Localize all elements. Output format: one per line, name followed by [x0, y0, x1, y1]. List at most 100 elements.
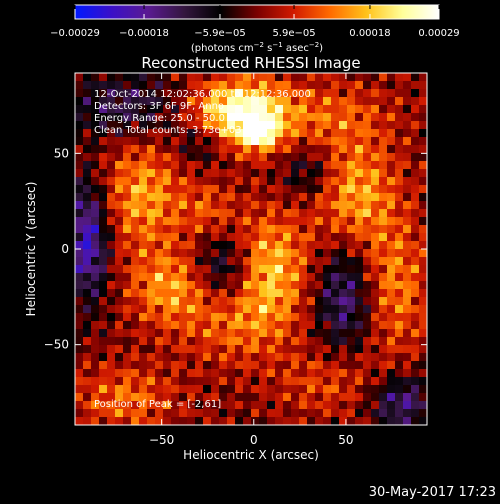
image-pixel — [235, 305, 244, 314]
image-pixel — [83, 329, 92, 338]
image-pixel — [171, 185, 180, 194]
image-pixel — [147, 329, 156, 338]
image-pixel — [259, 257, 268, 266]
image-pixel — [307, 121, 316, 130]
image-pixel — [395, 233, 404, 242]
image-pixel — [235, 289, 244, 298]
image-pixel — [131, 353, 140, 362]
image-pixel — [147, 113, 156, 122]
image-pixel — [123, 369, 132, 378]
image-pixel — [411, 225, 420, 234]
image-pixel — [123, 321, 132, 330]
image-pixel — [251, 217, 260, 226]
image-pixel — [107, 337, 116, 346]
image-pixel — [299, 193, 308, 202]
image-pixel — [91, 129, 100, 138]
image-pixel — [315, 345, 324, 354]
image-pixel — [403, 305, 412, 314]
image-pixel — [99, 89, 108, 98]
image-pixel — [83, 353, 92, 362]
image-pixel — [299, 113, 308, 122]
image-pixel — [411, 305, 420, 314]
x-axis-label: Heliocentric X (arcsec) — [183, 448, 319, 462]
image-pixel — [363, 417, 372, 425]
image-pixel — [371, 377, 380, 386]
image-pixel — [331, 137, 340, 146]
image-pixel — [379, 105, 388, 114]
image-pixel — [379, 337, 388, 346]
image-pixel — [195, 217, 204, 226]
image-pixel — [371, 337, 380, 346]
image-pixel — [179, 89, 188, 98]
image-pixel — [211, 385, 220, 394]
image-pixel — [195, 353, 204, 362]
image-pixel — [379, 289, 388, 298]
image-pixel — [259, 369, 268, 378]
image-pixel — [227, 329, 236, 338]
image-pixel — [315, 329, 324, 338]
image-pixel — [243, 313, 252, 322]
image-pixel — [339, 121, 348, 130]
image-pixel — [195, 241, 204, 250]
image-pixel — [307, 81, 316, 90]
image-pixel — [315, 273, 324, 282]
image-pixel — [371, 161, 380, 170]
image-pixel — [363, 265, 372, 274]
image-pixel — [267, 169, 276, 178]
image-pixel — [243, 129, 252, 138]
image-pixel — [419, 321, 427, 330]
image-pixel — [91, 177, 100, 186]
image-pixel — [355, 137, 364, 146]
image-pixel — [155, 217, 164, 226]
image-pixel — [171, 385, 180, 394]
image-pixel — [275, 273, 284, 282]
image-pixel — [355, 153, 364, 162]
image-pixel — [419, 249, 427, 258]
image-pixel — [227, 289, 236, 298]
image-pixel — [395, 105, 404, 114]
image-pixel — [323, 105, 332, 114]
image-pixel — [291, 113, 300, 122]
image-pixel — [211, 97, 220, 106]
image-pixel — [323, 369, 332, 378]
image-pixel — [395, 401, 404, 410]
image-pixel — [123, 401, 132, 410]
image-pixel — [195, 265, 204, 274]
image-pixel — [283, 177, 292, 186]
image-pixel — [259, 185, 268, 194]
image-pixel — [355, 201, 364, 210]
image-pixel — [347, 201, 356, 210]
image-pixel — [403, 273, 412, 282]
image-pixel — [195, 161, 204, 170]
image-pixel — [227, 89, 236, 98]
image-pixel — [139, 233, 148, 242]
image-pixel — [91, 225, 100, 234]
image-pixel — [187, 265, 196, 274]
y-tick-label: −50 — [44, 338, 69, 352]
image-pixel — [299, 217, 308, 226]
image-pixel — [299, 377, 308, 386]
image-pixel — [323, 129, 332, 138]
image-pixel — [411, 417, 420, 425]
image-pixel — [203, 209, 212, 218]
image-pixel — [339, 169, 348, 178]
image-pixel — [91, 209, 100, 218]
image-pixel — [75, 185, 84, 194]
image-pixel — [123, 185, 132, 194]
image-pixel — [91, 385, 100, 394]
image-pixel — [211, 345, 220, 354]
image-pixel — [235, 377, 244, 386]
image-pixel — [179, 345, 188, 354]
image-pixel — [419, 337, 427, 346]
image-pixel — [83, 145, 92, 154]
image-pixel — [307, 297, 316, 306]
image-pixel — [99, 241, 108, 250]
image-pixel — [267, 105, 276, 114]
image-pixel — [147, 361, 156, 370]
y-axis-label: Heliocentric Y (arcsec) — [24, 182, 38, 317]
image-pixel — [347, 321, 356, 330]
image-pixel — [187, 273, 196, 282]
image-pixel — [147, 337, 156, 346]
image-pixel — [211, 105, 220, 114]
image-pixel — [251, 113, 260, 122]
